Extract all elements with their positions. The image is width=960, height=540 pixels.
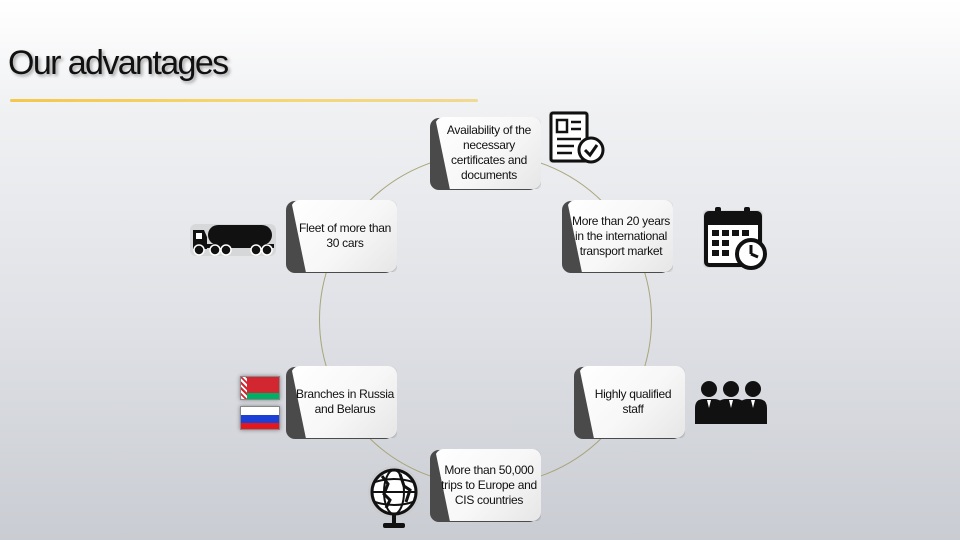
calendar-clock-icon — [703, 207, 767, 270]
document-check-icon — [549, 111, 605, 164]
tanker-truck-icon — [190, 224, 276, 256]
slide-title: Our advantages — [8, 44, 229, 82]
advantage-label: Branches in Russia and Belarus — [296, 387, 394, 416]
advantage-label: Availability of the necessary certificat… — [446, 123, 532, 182]
advantage-label: Fleet of more than 30 cars — [299, 221, 391, 250]
belarus-flag-icon — [240, 376, 280, 400]
advantage-card-fleet: Fleet of more than 30 cars — [286, 200, 397, 273]
russia-flag-icon — [240, 406, 280, 430]
advantage-card-staff: Highly qualified staff — [574, 366, 685, 439]
advantage-card-trips: More than 50,000 trips to Europe and CIS… — [430, 449, 541, 522]
advantage-card-certificates: Availability of the necessary certificat… — [430, 117, 541, 190]
advantage-card-branches: Branches in Russia and Belarus — [286, 366, 397, 439]
globe-icon — [368, 466, 420, 528]
advantage-label: More than 20 years in the international … — [572, 213, 670, 258]
advantage-label: More than 50,000 trips to Europe and CIS… — [441, 462, 537, 507]
title-underline — [10, 99, 478, 102]
advantage-card-experience: More than 20 years in the international … — [562, 200, 673, 273]
advantage-label: Highly qualified staff — [594, 387, 672, 416]
team-icon — [695, 381, 767, 424]
